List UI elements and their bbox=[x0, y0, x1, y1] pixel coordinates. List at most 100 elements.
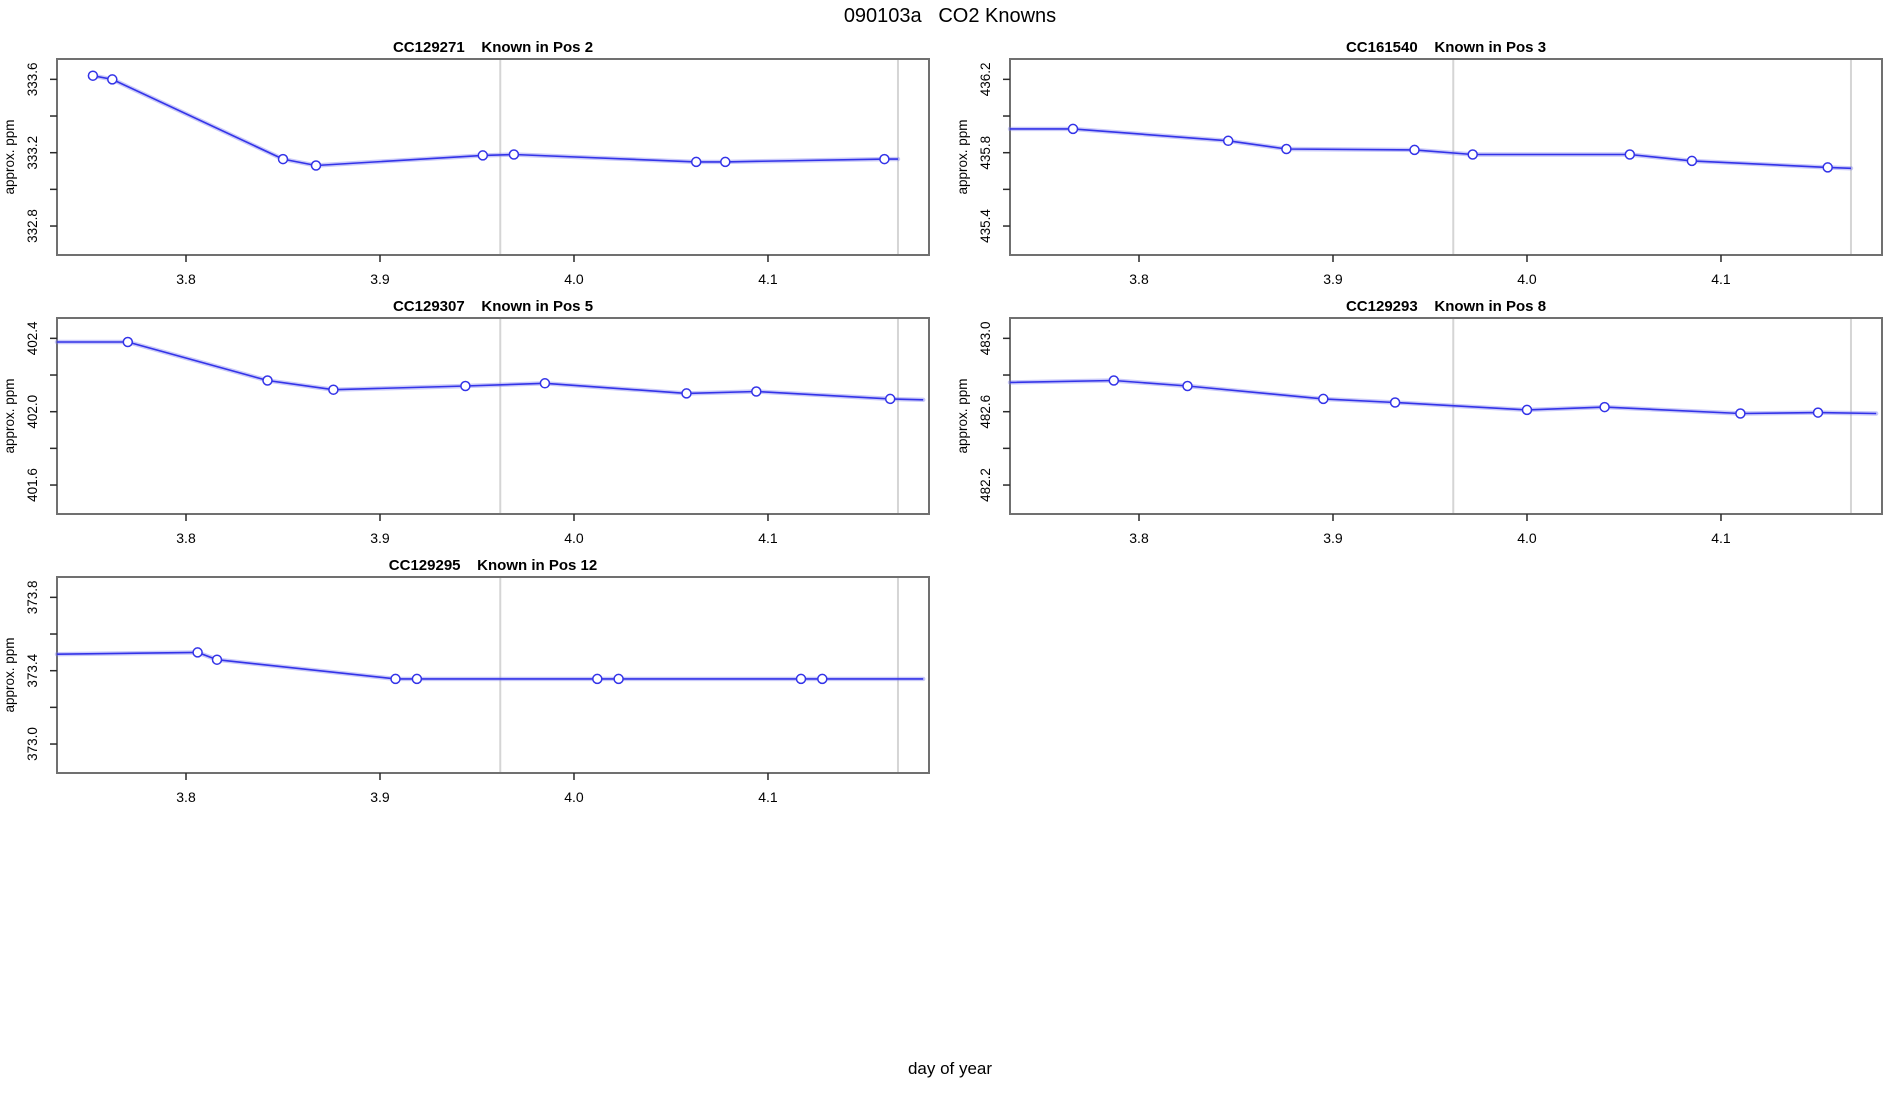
data-point bbox=[1108, 375, 1120, 386]
y-tick-label: 482.2 bbox=[978, 468, 993, 502]
series-line bbox=[1009, 379, 1877, 415]
panel-CC161540: 435.4 435.8 436.2 3.8 3.9 4.0 4.1 approx. ppm CC… bbox=[955, 39, 1883, 287]
y-axis-title: approx. ppm bbox=[2, 119, 17, 194]
data-point bbox=[1822, 162, 1833, 173]
data-point bbox=[1521, 404, 1533, 416]
x-tick-label: 4.1 bbox=[1711, 530, 1731, 546]
plot-box bbox=[1009, 58, 1883, 256]
data-point bbox=[592, 673, 603, 685]
y-axis-title: approx. ppm bbox=[955, 119, 970, 194]
x-tick-label: 4.1 bbox=[758, 271, 778, 287]
data-point bbox=[310, 160, 322, 171]
panel-title: CC161540 Known in Pos 3 bbox=[1346, 39, 1546, 56]
data-point bbox=[508, 149, 520, 160]
data-point bbox=[1182, 380, 1193, 392]
series-line bbox=[56, 651, 924, 680]
y-tick-label: 435.8 bbox=[978, 136, 993, 170]
shared-x-axis-label: day of year bbox=[907, 1059, 993, 1078]
panel-CC129293: 482.2 482.6 483.0 3.8 3.9 4.0 4.1 approx. ppm CC… bbox=[955, 298, 1883, 546]
y-tick-label: 483.0 bbox=[978, 321, 993, 355]
data-point bbox=[390, 673, 401, 685]
data-point bbox=[720, 156, 731, 168]
y-axis-title: approx. ppm bbox=[2, 378, 17, 453]
y-tick-label: 436.2 bbox=[978, 62, 993, 96]
data-point bbox=[1624, 149, 1636, 160]
data-point bbox=[122, 336, 134, 348]
data-point bbox=[1599, 401, 1610, 413]
data-point bbox=[817, 673, 828, 685]
y-tick-label: 482.6 bbox=[978, 395, 993, 429]
data-point bbox=[681, 388, 692, 399]
data-point bbox=[192, 647, 203, 658]
data-point bbox=[1735, 408, 1746, 419]
x-tick-label: 3.8 bbox=[176, 271, 196, 287]
data-point bbox=[87, 70, 99, 81]
series-line bbox=[57, 341, 924, 401]
panel-title: CC129307 Known in Pos 5 bbox=[393, 298, 593, 315]
data-point bbox=[879, 153, 890, 165]
data-point bbox=[1067, 123, 1079, 135]
data-point bbox=[1467, 149, 1478, 160]
data-point bbox=[477, 150, 489, 161]
x-tick-label: 4.1 bbox=[758, 789, 778, 805]
x-tick-label: 3.8 bbox=[1129, 530, 1149, 546]
plot-box bbox=[1009, 317, 1883, 515]
panel-title: CC129293 Known in Pos 8 bbox=[1346, 298, 1546, 315]
y-tick-label: 373.0 bbox=[25, 727, 40, 761]
data-point bbox=[262, 375, 273, 386]
x-tick-label: 4.0 bbox=[1517, 530, 1537, 546]
y-tick-label: 402.4 bbox=[25, 321, 40, 355]
data-point bbox=[1409, 144, 1420, 156]
panel-title: CC129295 Known in Pos 12 bbox=[389, 557, 597, 574]
data-point bbox=[328, 384, 339, 395]
x-tick-label: 4.0 bbox=[564, 530, 584, 546]
series-smooth-halo bbox=[90, 73, 901, 168]
plot-box bbox=[56, 317, 930, 515]
data-point bbox=[277, 153, 289, 165]
plot-box bbox=[56, 58, 930, 256]
x-tick-label: 4.0 bbox=[564, 271, 584, 287]
data-point bbox=[690, 156, 702, 168]
data-point bbox=[751, 386, 762, 397]
y-axis-title: approx. ppm bbox=[2, 637, 17, 712]
series-line bbox=[1010, 128, 1852, 170]
data-point bbox=[539, 378, 551, 389]
y-tick-label: 373.8 bbox=[25, 580, 40, 614]
y-tick-label: 333.2 bbox=[25, 136, 40, 170]
data-point bbox=[1389, 397, 1401, 408]
series-smooth-halo bbox=[54, 339, 926, 403]
data-point bbox=[795, 673, 807, 685]
figure-title: 090103a CO2 Knowns bbox=[843, 5, 1057, 27]
panel-title: CC129271 Known in Pos 2 bbox=[393, 39, 593, 56]
data-point bbox=[1812, 407, 1824, 418]
plot-box bbox=[56, 576, 930, 774]
y-tick-label: 373.4 bbox=[25, 653, 40, 687]
y-tick-label: 401.6 bbox=[25, 468, 40, 502]
y-tick-label: 333.6 bbox=[25, 62, 40, 96]
y-axis-title: approx. ppm bbox=[955, 378, 970, 453]
x-tick-label: 3.9 bbox=[1323, 530, 1343, 546]
y-tick-label: 402.0 bbox=[25, 395, 40, 429]
x-tick-label: 4.1 bbox=[758, 530, 778, 546]
data-point bbox=[1281, 143, 1292, 155]
x-tick-label: 3.9 bbox=[1323, 271, 1343, 287]
x-tick-label: 4.0 bbox=[564, 789, 584, 805]
x-tick-label: 3.9 bbox=[370, 789, 390, 805]
data-point bbox=[613, 673, 624, 685]
x-tick-label: 4.1 bbox=[1711, 271, 1731, 287]
x-tick-label: 4.0 bbox=[1517, 271, 1537, 287]
data-point bbox=[1318, 393, 1329, 405]
x-tick-label: 3.8 bbox=[1129, 271, 1149, 287]
data-point bbox=[1686, 155, 1698, 167]
y-tick-label: 332.8 bbox=[25, 209, 40, 243]
data-point bbox=[107, 74, 118, 85]
series-line bbox=[92, 74, 898, 167]
data-point bbox=[460, 380, 471, 392]
panel-CC129295: 373.0 373.4 373.8 3.8 3.9 4.0 4.1 approx. ppm CC… bbox=[2, 557, 930, 805]
data-point bbox=[211, 654, 223, 665]
x-tick-label: 3.8 bbox=[176, 789, 196, 805]
panel-CC129307: 401.6 402.0 402.4 3.8 3.9 4.0 4.1 approx. ppm CC… bbox=[2, 298, 930, 546]
x-tick-label: 3.9 bbox=[370, 530, 390, 546]
